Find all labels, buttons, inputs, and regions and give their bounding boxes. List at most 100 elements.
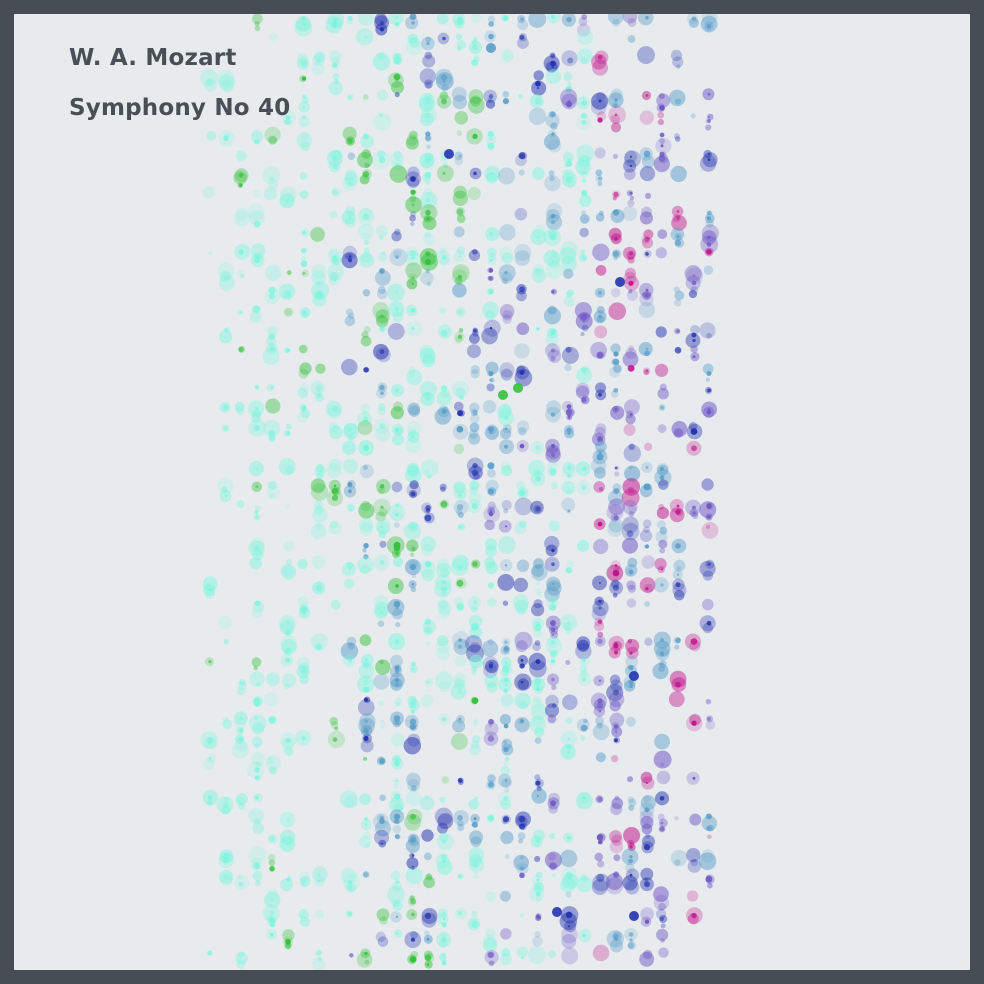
note-ring bbox=[469, 654, 484, 669]
note-ring bbox=[502, 424, 512, 434]
note-ring bbox=[567, 81, 572, 87]
note-dot bbox=[581, 100, 587, 106]
note-ring bbox=[653, 750, 672, 769]
note-dot bbox=[551, 633, 555, 636]
note-ring bbox=[639, 577, 656, 593]
note-ring bbox=[218, 615, 233, 630]
note-ring bbox=[263, 691, 278, 707]
note-ring bbox=[363, 239, 370, 246]
note-dot bbox=[440, 329, 448, 337]
note-dot bbox=[674, 239, 682, 247]
note-ring bbox=[267, 325, 278, 337]
note-ring bbox=[639, 951, 655, 967]
note-ring bbox=[394, 522, 400, 528]
note-dot bbox=[489, 510, 493, 513]
note-dot bbox=[550, 659, 556, 664]
note-dot bbox=[536, 687, 540, 691]
note-dot bbox=[207, 794, 213, 800]
note-dot bbox=[536, 878, 540, 882]
note-ring bbox=[439, 832, 449, 843]
note-ring bbox=[592, 243, 610, 262]
note-dot bbox=[565, 872, 573, 879]
note-ring bbox=[499, 224, 516, 241]
note-dot bbox=[489, 137, 493, 141]
note-ring bbox=[545, 694, 559, 709]
note-ring bbox=[611, 834, 623, 846]
note-ring bbox=[440, 256, 451, 267]
note-dot bbox=[612, 871, 620, 878]
note-ring bbox=[628, 289, 633, 294]
note-accent bbox=[498, 390, 508, 400]
note-ring bbox=[674, 136, 681, 142]
note-dot bbox=[550, 412, 556, 417]
note-dot bbox=[348, 489, 352, 494]
note-ring bbox=[500, 667, 510, 677]
note-ring bbox=[607, 521, 623, 538]
note-dot bbox=[645, 781, 649, 785]
note-ring bbox=[504, 787, 510, 793]
note-dot bbox=[535, 891, 541, 897]
note-ring bbox=[622, 499, 638, 515]
note-ring bbox=[514, 692, 531, 709]
note-ring bbox=[592, 944, 610, 962]
note-ring bbox=[453, 226, 465, 238]
note-ring bbox=[532, 936, 543, 947]
note-ring bbox=[624, 267, 637, 279]
note-ring bbox=[454, 156, 464, 166]
note-ring bbox=[546, 580, 562, 596]
note-ring bbox=[266, 485, 280, 500]
note-ring bbox=[610, 88, 623, 101]
note-ring bbox=[531, 564, 544, 578]
note-dot bbox=[458, 255, 462, 258]
note-ring bbox=[253, 665, 258, 671]
note-ring bbox=[627, 486, 635, 494]
note-ring bbox=[390, 654, 403, 668]
note-dot bbox=[471, 503, 479, 510]
note-ring bbox=[674, 290, 685, 301]
note-dot bbox=[551, 260, 555, 263]
note-dot bbox=[598, 606, 602, 610]
note-dot bbox=[411, 327, 415, 330]
note-ring bbox=[268, 766, 277, 775]
note-ring bbox=[609, 830, 622, 844]
note-ring bbox=[206, 130, 217, 141]
note-dot bbox=[347, 181, 353, 187]
note-dot bbox=[628, 280, 634, 286]
note-ring bbox=[425, 641, 430, 646]
note-ring bbox=[534, 737, 542, 745]
note-ring bbox=[564, 920, 577, 933]
note-ring bbox=[437, 635, 449, 647]
note-ring bbox=[286, 270, 292, 276]
note-dot bbox=[285, 115, 291, 121]
note-ring bbox=[238, 881, 244, 887]
note-ring bbox=[502, 310, 513, 321]
note-ring bbox=[594, 147, 606, 159]
note-dot bbox=[502, 98, 510, 105]
note-dot bbox=[550, 443, 556, 448]
note-ring bbox=[705, 524, 711, 529]
note-ring bbox=[515, 481, 526, 491]
note-dot bbox=[395, 880, 399, 884]
note-ring bbox=[405, 467, 422, 484]
note-dot bbox=[598, 314, 602, 319]
note-ring bbox=[560, 88, 578, 106]
note-ring bbox=[471, 670, 477, 676]
note-dot bbox=[519, 34, 525, 40]
note-dot bbox=[253, 424, 261, 432]
note-ring bbox=[559, 247, 577, 265]
note-dot bbox=[645, 288, 649, 292]
note-dot bbox=[518, 823, 526, 830]
note-ring bbox=[424, 51, 433, 60]
note-ring bbox=[423, 876, 436, 889]
note-ring bbox=[254, 25, 261, 32]
note-ring bbox=[658, 539, 668, 549]
note-ring bbox=[452, 423, 469, 440]
note-ring bbox=[501, 948, 511, 958]
note-dot bbox=[549, 468, 557, 476]
note-dot bbox=[269, 922, 275, 928]
note-ring bbox=[482, 934, 497, 948]
note-accent bbox=[513, 383, 523, 393]
note-dot bbox=[411, 866, 415, 870]
note-dot bbox=[629, 651, 633, 655]
note-ring bbox=[499, 713, 511, 726]
